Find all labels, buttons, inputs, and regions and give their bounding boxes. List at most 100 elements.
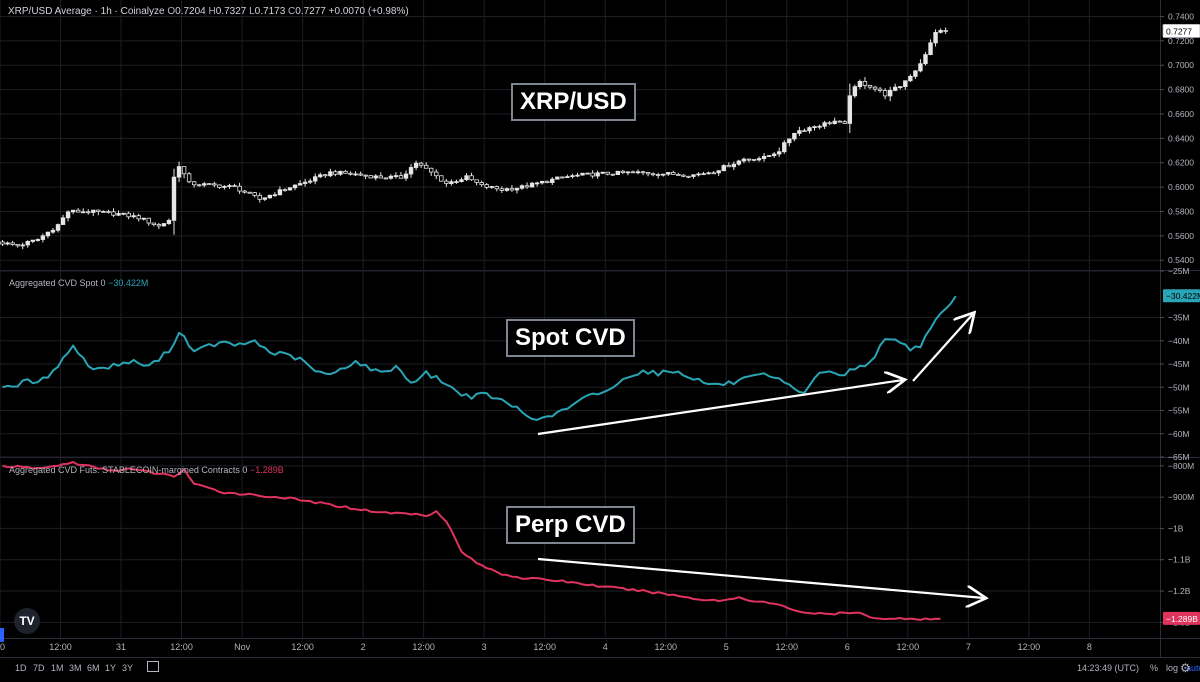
- timeframe-1d-button[interactable]: 1D: [15, 663, 27, 673]
- candle: [681, 174, 686, 178]
- candle-body: [96, 209, 101, 212]
- candle-body: [398, 175, 404, 179]
- candle: [489, 185, 494, 189]
- candle-body: [313, 176, 318, 182]
- candle: [378, 172, 383, 179]
- candle-body: [277, 189, 283, 196]
- candle: [353, 171, 358, 176]
- candle: [504, 187, 510, 192]
- candle-body: [413, 162, 419, 168]
- candle-body: [655, 174, 661, 176]
- y-tick-label: −800M: [1168, 461, 1194, 471]
- candle-body: [131, 215, 136, 218]
- candle: [131, 212, 136, 219]
- candle-body: [40, 235, 46, 240]
- candle: [711, 171, 716, 175]
- candle: [555, 176, 560, 180]
- candle-body: [247, 191, 252, 194]
- candle-body: [257, 194, 262, 200]
- candle-body: [862, 81, 868, 86]
- y-tick-label: 0.5600: [1168, 231, 1194, 241]
- candle-body: [792, 132, 797, 140]
- candle-body: [807, 127, 812, 132]
- candle-body: [30, 239, 35, 242]
- candle-body: [368, 175, 373, 179]
- candle: [867, 84, 873, 90]
- candle-body: [363, 174, 368, 177]
- close-label: C: [288, 6, 296, 17]
- candle: [81, 208, 86, 214]
- x-tick-label: 7: [966, 642, 971, 652]
- x-tick-label: 12:00: [654, 642, 677, 652]
- candle-body: [555, 176, 560, 180]
- perp-pane-name: Aggregated CVD Futs. STABLECOIN-margined…: [9, 465, 248, 475]
- auto-toggle[interactable]: auto: [1186, 663, 1200, 673]
- candle-body: [787, 138, 792, 144]
- clock-time[interactable]: 14:23:49 (UTC): [1077, 663, 1140, 673]
- candle: [499, 186, 505, 194]
- candle: [75, 208, 81, 213]
- candle: [101, 210, 106, 213]
- percent-toggle[interactable]: %: [1150, 663, 1159, 673]
- timeframe-3y-button[interactable]: 3Y: [122, 663, 134, 673]
- candle-body: [237, 185, 242, 192]
- candle-body: [560, 176, 565, 179]
- y-tick-label: −40M: [1168, 336, 1190, 346]
- candle: [15, 244, 20, 248]
- candle: [666, 172, 671, 176]
- candle: [408, 164, 414, 178]
- series-line: [2, 295, 957, 421]
- candle-body: [65, 211, 71, 219]
- candle: [908, 74, 913, 83]
- price-candles: [0, 27, 948, 250]
- log-toggle[interactable]: log: [1166, 663, 1179, 673]
- candle: [222, 185, 227, 190]
- y-tick-label: −1.1B: [1168, 555, 1191, 565]
- candle-body: [171, 176, 177, 221]
- spot-pane-title[interactable]: Aggregated CVD Spot 0 −30.422M: [9, 278, 148, 288]
- candle: [323, 173, 328, 178]
- candle-body: [842, 121, 847, 124]
- timeframe-6m-button[interactable]: 6M: [87, 663, 100, 673]
- candle: [35, 238, 41, 242]
- candle-body: [928, 42, 933, 55]
- candle-body: [585, 172, 590, 175]
- bottom-toolbar: [0, 657, 1200, 682]
- calendar-icon[interactable]: [147, 661, 159, 672]
- candle-body: [716, 170, 721, 174]
- candle: [146, 217, 151, 226]
- candle-body: [418, 162, 424, 166]
- candle-body: [736, 160, 742, 165]
- candle: [741, 157, 747, 164]
- last-value-text: −1.289B: [1166, 614, 1198, 624]
- candle-body: [918, 63, 923, 72]
- left-panel-handle[interactable]: [0, 628, 4, 642]
- candle-body: [847, 95, 853, 124]
- candle-body: [50, 229, 56, 233]
- perp-pane-title[interactable]: Aggregated CVD Futs. STABLECOIN-margined…: [9, 465, 284, 475]
- candle: [20, 242, 25, 250]
- candle: [479, 180, 484, 187]
- timeframe-7d-button[interactable]: 7D: [33, 663, 45, 673]
- candle-body: [403, 173, 409, 179]
- candle-body: [307, 180, 313, 183]
- candle: [227, 183, 232, 189]
- candle: [297, 180, 303, 186]
- candle-body: [620, 170, 626, 173]
- symbol-label[interactable]: XRP/USD Average · 1h · Coinalyze: [8, 6, 165, 17]
- candle: [307, 178, 313, 185]
- candle: [282, 188, 288, 192]
- timeframe-3m-button[interactable]: 3M: [69, 663, 82, 673]
- candle: [857, 79, 863, 90]
- gear-icon[interactable]: ⚙: [1180, 661, 1191, 675]
- perp-cvd-series: [2, 461, 941, 621]
- candle: [252, 192, 257, 198]
- candle-body: [35, 239, 41, 241]
- candle: [560, 176, 565, 179]
- timeframe-1y-button[interactable]: 1Y: [105, 663, 117, 673]
- candle: [368, 175, 373, 179]
- y-tick-label: 0.6600: [1168, 109, 1194, 119]
- candle-body: [565, 176, 570, 178]
- timeframe-1m-button[interactable]: 1M: [51, 663, 64, 673]
- candle: [45, 231, 51, 239]
